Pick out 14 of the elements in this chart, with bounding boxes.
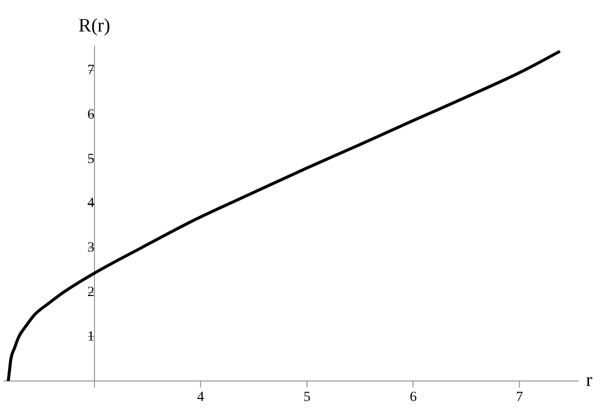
line-series [6, 50, 562, 381]
y-tick-label: 1 [87, 329, 94, 344]
x-tick-label: 5 [303, 390, 310, 406]
y-tick-label: 5 [87, 152, 94, 167]
x-axis-title: r [586, 370, 593, 391]
x-tick-label: 4 [197, 390, 204, 406]
y-axis-title: R(r) [78, 15, 110, 36]
y-tick-label: 4 [87, 196, 94, 212]
x-tick-label: 6 [410, 390, 417, 406]
y-tick-label: 7 [87, 63, 94, 78]
y-tick-label: 3 [87, 240, 94, 256]
y-tick-label: 2 [87, 284, 94, 300]
y-tick-label: 6 [87, 107, 94, 122]
x-tick-label: 7 [516, 390, 524, 406]
